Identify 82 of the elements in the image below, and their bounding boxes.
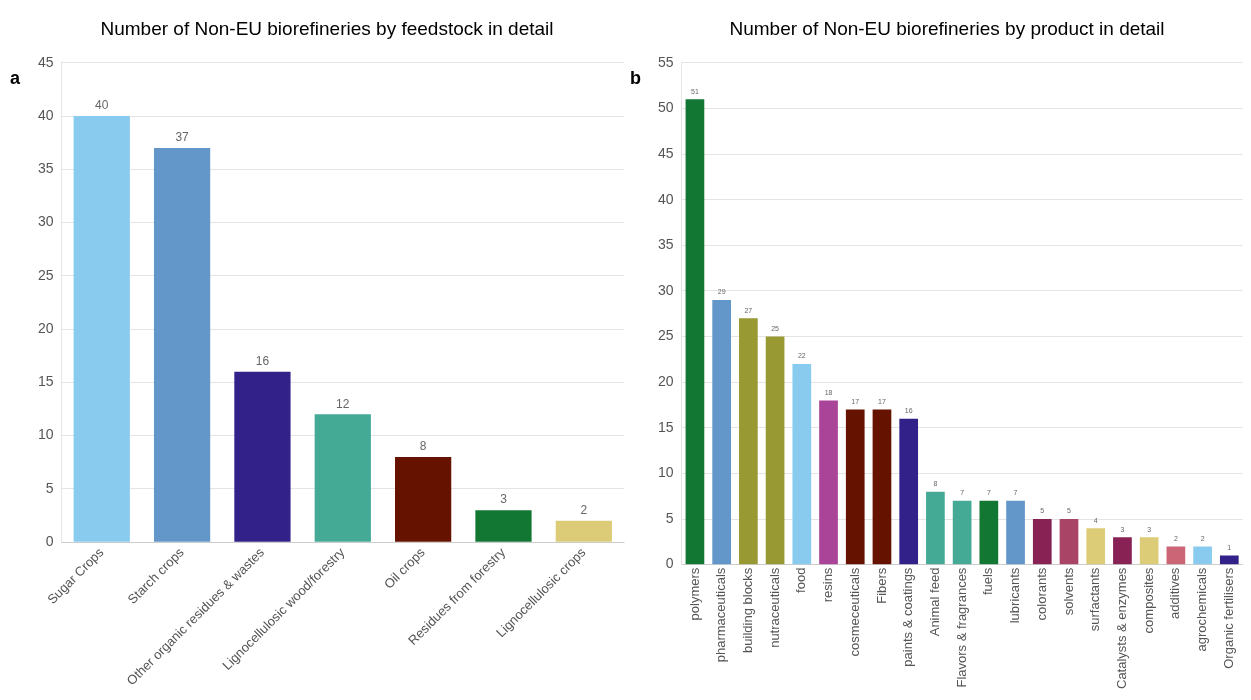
y-tick-label: 5 — [45, 479, 54, 496]
chart-title: Number of Non-EU biorefineries by product in detail — [729, 17, 1165, 39]
x-tick-label: paints & coatings — [900, 567, 916, 667]
y-tick-label: 45 — [37, 53, 54, 70]
text: a — [10, 67, 21, 88]
y-tick-label: 5 — [665, 509, 674, 526]
bar — [314, 414, 371, 542]
y-tick-label: 15 — [37, 373, 54, 390]
x-tick-label: cosmeceuticals — [846, 567, 862, 657]
x-tick-label: Fibers — [873, 567, 889, 604]
x-tick-label: colorants — [1033, 567, 1049, 621]
x-tick-label: lubricants — [1007, 567, 1023, 624]
data-label: 40 — [95, 98, 109, 113]
bar — [899, 418, 919, 565]
bar — [712, 300, 731, 565]
y-tick-label: 0 — [45, 532, 54, 549]
bar — [234, 371, 291, 542]
bar — [153, 148, 211, 542]
bar — [1032, 519, 1052, 565]
bar — [1006, 500, 1025, 565]
y-tick-label: 10 — [657, 464, 674, 481]
bar — [926, 491, 945, 565]
y-tick-label: 45 — [657, 144, 674, 161]
x-tick-label: resins — [820, 567, 836, 603]
x-tick-label: fuels — [980, 567, 996, 596]
bar — [1219, 555, 1239, 565]
x-tick-label: composites — [1140, 567, 1156, 634]
bar — [685, 99, 705, 565]
data-label: 16 — [255, 354, 270, 369]
bar — [792, 363, 812, 565]
y-tick-label: 30 — [37, 213, 54, 230]
bar — [819, 400, 838, 565]
data-label: 3 — [500, 492, 508, 507]
bar — [1086, 528, 1106, 565]
x-tick-label: additives — [1167, 567, 1183, 619]
x-tick-label: nutraceuticals — [766, 567, 782, 648]
bar — [1139, 537, 1159, 565]
x-tick-label: solvents — [1060, 567, 1076, 616]
bar — [872, 409, 892, 565]
bar — [739, 318, 758, 565]
data-label: 2 — [580, 503, 588, 518]
y-tick-label: 25 — [657, 327, 674, 344]
bar — [1059, 519, 1079, 565]
y-tick-label: 40 — [657, 190, 674, 207]
bar — [979, 500, 999, 565]
bar — [952, 500, 972, 565]
data-label: 12 — [336, 396, 350, 411]
text: b — [630, 67, 641, 88]
y-tick-label: 35 — [37, 160, 54, 177]
x-tick-label: agrochemicals — [1194, 567, 1210, 652]
x-tick-label: Flavors & fragrances — [953, 567, 969, 688]
y-tick-label: 55 — [657, 53, 674, 70]
bar — [1166, 546, 1186, 565]
y-tick-label: 15 — [657, 418, 674, 435]
bar — [845, 409, 865, 565]
bar — [555, 520, 612, 542]
y-tick-label: 25 — [37, 266, 54, 283]
y-tick-label: 0 — [665, 555, 674, 572]
x-tick-label: polymers — [686, 567, 702, 621]
y-tick-label: 40 — [37, 106, 54, 123]
x-tick-label: Organic fertilisers — [1220, 567, 1236, 669]
bar — [475, 510, 532, 542]
chart-title: Number of Non-EU biorefineries by feedstock in detail — [100, 17, 554, 39]
x-tick-label: food — [793, 567, 809, 593]
x-tick-label: pharmaceuticals — [713, 567, 729, 663]
x-tick-label: surfactants — [1087, 567, 1103, 632]
y-tick-label: 10 — [37, 426, 54, 443]
y-tick-label: 20 — [657, 373, 674, 389]
bar — [1193, 546, 1212, 565]
data-label: 37 — [175, 130, 190, 145]
data-label: 8 — [419, 439, 427, 454]
y-tick-label: 35 — [657, 236, 674, 253]
bar — [765, 336, 785, 565]
x-tick-label: Animal feed — [926, 567, 942, 637]
y-tick-label: 50 — [657, 99, 674, 116]
bar — [395, 456, 452, 542]
y-tick-label: 30 — [657, 281, 674, 298]
x-tick-label: building blocks — [739, 567, 755, 653]
bar — [1113, 537, 1132, 565]
y-tick-label: 20 — [37, 319, 54, 336]
x-tick-label: Catalysts & enzymes — [1114, 567, 1130, 689]
bar — [73, 116, 130, 542]
